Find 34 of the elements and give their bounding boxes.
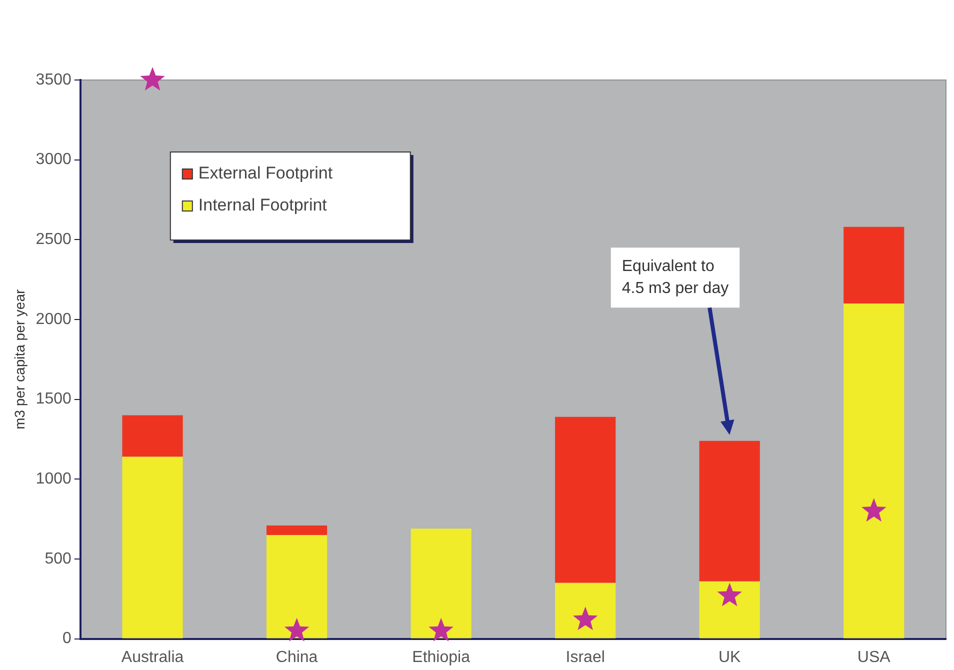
point (428, 618, 454, 642)
y-tick-label: 1500 (36, 390, 72, 408)
x-tick-label: Israel (566, 648, 605, 666)
y-axis-title: m3 per capita per year (11, 289, 28, 430)
bar (555, 416, 616, 583)
y-tick-label: 1000 (36, 470, 72, 488)
bar (266, 525, 328, 536)
y-tick-label: 0 (62, 630, 72, 648)
bar (122, 456, 183, 638)
x-tick-label: Australia (121, 648, 184, 666)
bar (410, 528, 472, 638)
annotation: Equivalent to 4.5 m3 per day (622, 258, 729, 298)
bar (699, 581, 760, 638)
y-tick-label: 3000 (36, 151, 72, 168)
x-tick-label: China (276, 648, 318, 666)
y-tick-label: 500 (44, 550, 72, 568)
x-tick-label: Ethiopia (412, 648, 470, 666)
bar (699, 440, 760, 582)
y-tick-label: 2000 (36, 310, 72, 328)
y-tick-label: 3500 (36, 71, 72, 88)
legend-label: External Footprint (198, 164, 333, 183)
bar (266, 535, 328, 638)
point (717, 582, 742, 606)
x-tick-label: USA (857, 648, 891, 666)
bar (122, 415, 183, 457)
bar (555, 582, 616, 638)
point (140, 67, 165, 91)
point (284, 618, 310, 642)
bar (844, 304, 904, 638)
y-tick-label: 2500 (36, 231, 72, 248)
legend-label: Internal Footprint (198, 196, 328, 215)
x-tick-label: UK (718, 648, 742, 666)
bar (844, 226, 904, 304)
point (862, 498, 886, 522)
